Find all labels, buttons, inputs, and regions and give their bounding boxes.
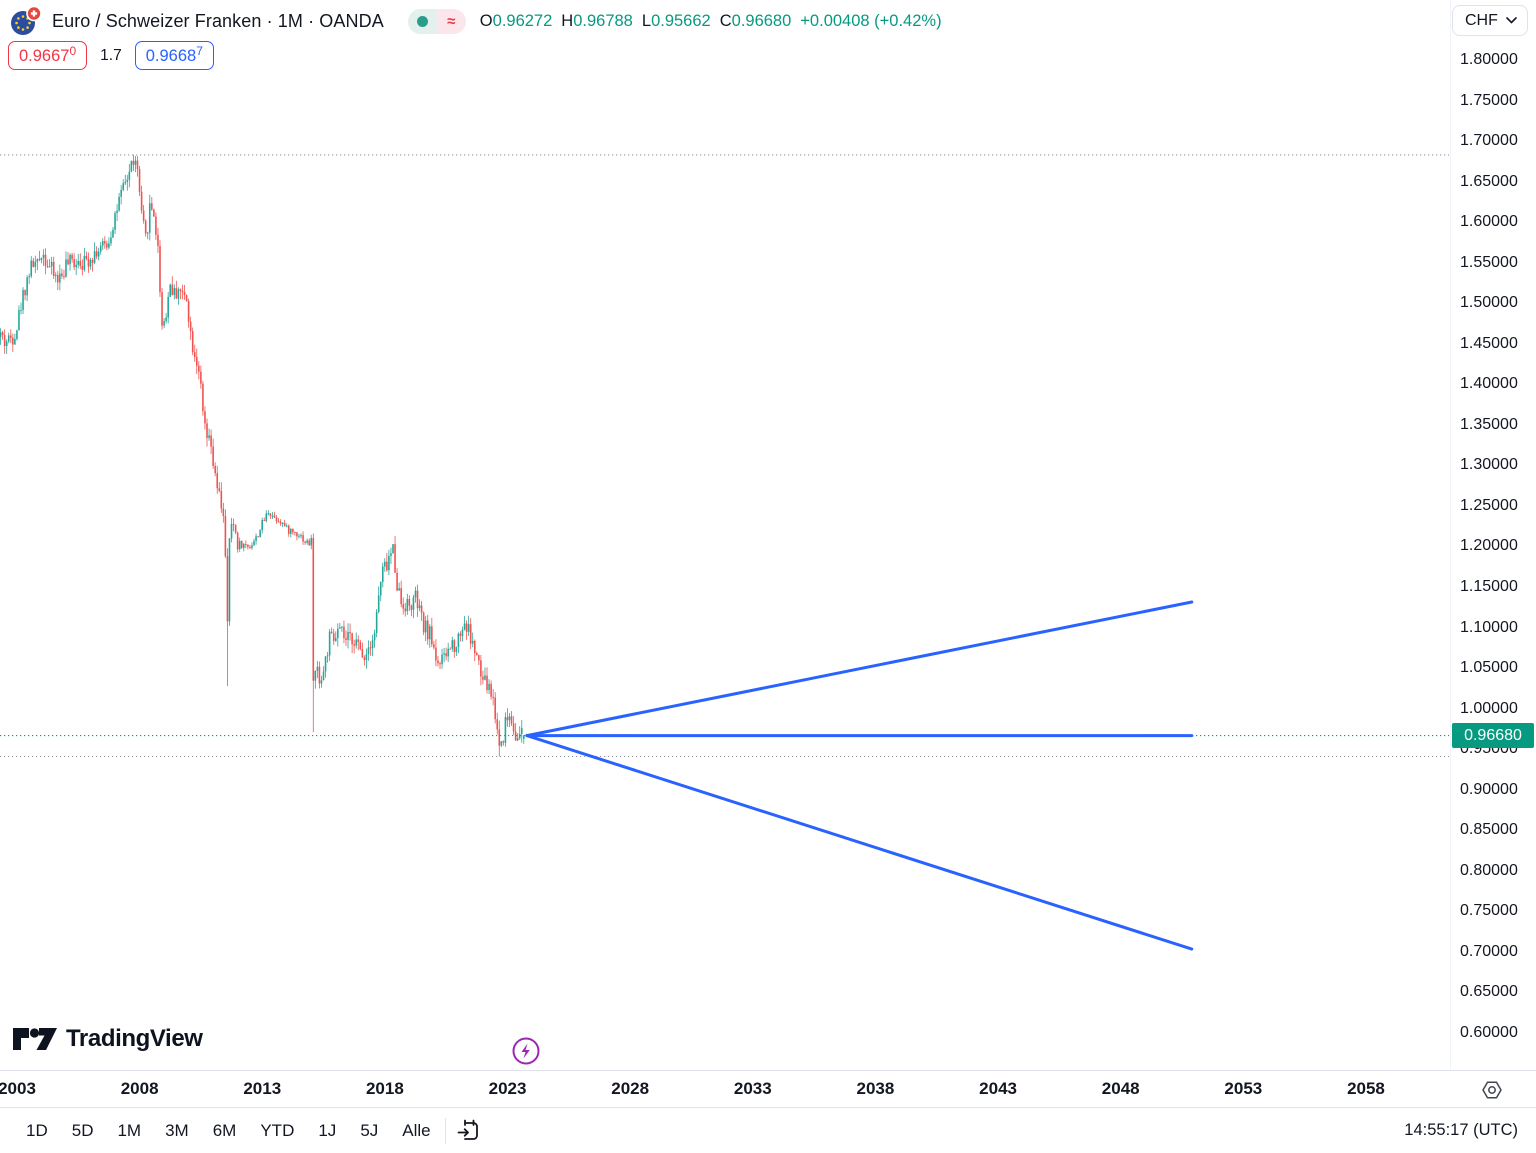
range-6m-button[interactable]: 6M [212, 1120, 237, 1140]
tradingview-logo-icon [13, 1028, 57, 1050]
range-ytd-button[interactable]: YTD [260, 1120, 295, 1140]
time-axis-label: 2043 [979, 1079, 1017, 1098]
time-axis-label: 2028 [611, 1079, 650, 1098]
ohlc-close-value: 0.96680 [731, 11, 792, 30]
bid-price-sup: 0 [69, 44, 77, 58]
time-axis-label: 2053 [1224, 1079, 1263, 1098]
time-axis[interactable]: 2003 2008 2013 2018 2023 2028 2033 2038 2043 2048… [0, 1070, 1536, 1108]
price-axis-label: 1.75000 [1460, 91, 1518, 109]
time-axis-label: 2048 [1101, 1079, 1140, 1098]
range-alle-button[interactable]: Alle [402, 1120, 431, 1140]
price-axis-label: 1.40000 [1460, 375, 1518, 393]
range-5j-button[interactable]: 5J [360, 1120, 379, 1140]
bid-price: 0.9667 [19, 47, 70, 65]
lightning-mode-button[interactable] [511, 1036, 541, 1071]
price-axis-label: 1.20000 [1460, 537, 1518, 555]
ohlc-low-value: 0.95662 [651, 11, 711, 30]
price-axis-label: 1.25000 [1460, 496, 1518, 514]
range-5d-button[interactable]: 5D [71, 1120, 94, 1140]
price-axis-label: 1.10000 [1460, 618, 1518, 636]
price-axis-label: 1.70000 [1460, 132, 1518, 150]
price-axis[interactable]: 1.80000 1.75000 1.70000 1.65000 1.60000 1.550… [1450, 0, 1536, 1070]
price-axis-label: 1.30000 [1460, 456, 1518, 474]
buy-ask-button[interactable]: 0.96687 [134, 41, 214, 70]
price-axis-label: 0.70000 [1460, 942, 1518, 960]
last-price-label: 0.96680 [1452, 723, 1534, 749]
price-axis-label: 0.60000 [1460, 1023, 1518, 1041]
go-to-date-button[interactable] [456, 1118, 482, 1144]
lightning-bolt-icon [512, 1037, 540, 1065]
bottom-toolbar: 1D 5D 1M 3M 6M YTD 1J 5J Alle 14:55:17 (… [0, 1108, 1536, 1153]
axis-settings-gear-icon[interactable] [1480, 1078, 1504, 1107]
bid-ask-row: 0.96670 1.7 0.96687 [8, 41, 214, 70]
ask-price: 0.9668 [145, 47, 197, 65]
calendar-goto-icon [457, 1119, 478, 1140]
price-axis-label: 0.65000 [1460, 983, 1518, 1001]
ohlc-high-value: 0.96788 [573, 11, 633, 30]
price-axis-label: 0.90000 [1460, 780, 1518, 798]
currency-unit-dropdown[interactable]: CHF [1452, 5, 1528, 36]
price-axis-label: 1.60000 [1460, 213, 1518, 231]
price-axis-label: 1.45000 [1460, 334, 1518, 352]
price-axis-label: 0.85000 [1460, 821, 1518, 839]
tradingview-logo[interactable]: TradingView [12, 1024, 203, 1054]
ohlc-close-label: C [719, 11, 732, 30]
time-axis-label: 2023 [488, 1079, 527, 1098]
market-status-pill[interactable]: ≈ [407, 8, 466, 34]
time-axis-label: 2013 [243, 1079, 282, 1098]
clock-utc[interactable]: 14:55:17 (UTC) [1404, 1121, 1518, 1139]
sell-bid-button[interactable]: 0.96670 [8, 41, 88, 70]
time-axis-label: 2008 [120, 1079, 159, 1098]
ohlc-readout: O0.96272 H0.96788 L0.95662 C0.96680 +0.0… [480, 12, 942, 31]
price-axis-label: 1.65000 [1460, 172, 1518, 190]
date-range-switcher: 1D 5D 1M 3M 6M YTD 1J 5J Alle [18, 1118, 439, 1144]
spread-value: 1.7 [100, 46, 122, 64]
price-axis-label: 0.75000 [1460, 902, 1518, 920]
candlestick-chart[interactable] [0, 0, 1536, 1070]
symbol-title[interactable]: Euro / Schweizer Franken · 1M · OANDA [52, 10, 384, 31]
time-axis-label: 2018 [365, 1079, 404, 1098]
time-axis-label: 2033 [733, 1079, 772, 1098]
currency-unit-label: CHF [1465, 11, 1498, 29]
price-axis-label: 1.35000 [1460, 415, 1518, 433]
range-3m-button[interactable]: 3M [165, 1120, 189, 1140]
chart-header: Euro / Schweizer Franken · 1M · OANDA ≈ … [10, 5, 942, 36]
price-axis-label: 1.00000 [1460, 699, 1518, 717]
price-axis-label: 1.55000 [1460, 253, 1518, 271]
ohlc-open-label: O [479, 11, 493, 30]
ohlc-low-label: L [641, 11, 652, 30]
price-axis-label: 1.80000 [1460, 51, 1518, 68]
delayed-data-icon: ≈ [436, 8, 466, 34]
range-1j-button[interactable]: 1J [318, 1120, 337, 1140]
price-axis-label: 1.05000 [1460, 659, 1518, 677]
time-axis-label: 2058 [1347, 1079, 1385, 1098]
range-1d-button[interactable]: 1D [26, 1120, 48, 1140]
tradingview-logo-text: TradingView [66, 1025, 203, 1052]
ohlc-change-value: +0.00408 (+0.42%) [800, 11, 942, 30]
market-open-dot-icon [416, 15, 428, 27]
price-axis-label: 1.50000 [1460, 294, 1518, 312]
range-1m-button[interactable]: 1M [117, 1120, 142, 1140]
price-axis-label: 0.80000 [1460, 861, 1518, 879]
ask-price-sup: 7 [196, 44, 203, 58]
time-axis-label: 2038 [856, 1079, 895, 1098]
eur-chf-flag-icon [10, 5, 42, 36]
chevron-down-icon [1506, 17, 1517, 24]
toolbar-divider [444, 1117, 446, 1144]
time-axis-label: 2003 [0, 1079, 36, 1098]
ohlc-high-label: H [561, 11, 574, 30]
ohlc-open-value: 0.96272 [492, 11, 553, 30]
price-axis-label: 1.15000 [1460, 578, 1518, 596]
